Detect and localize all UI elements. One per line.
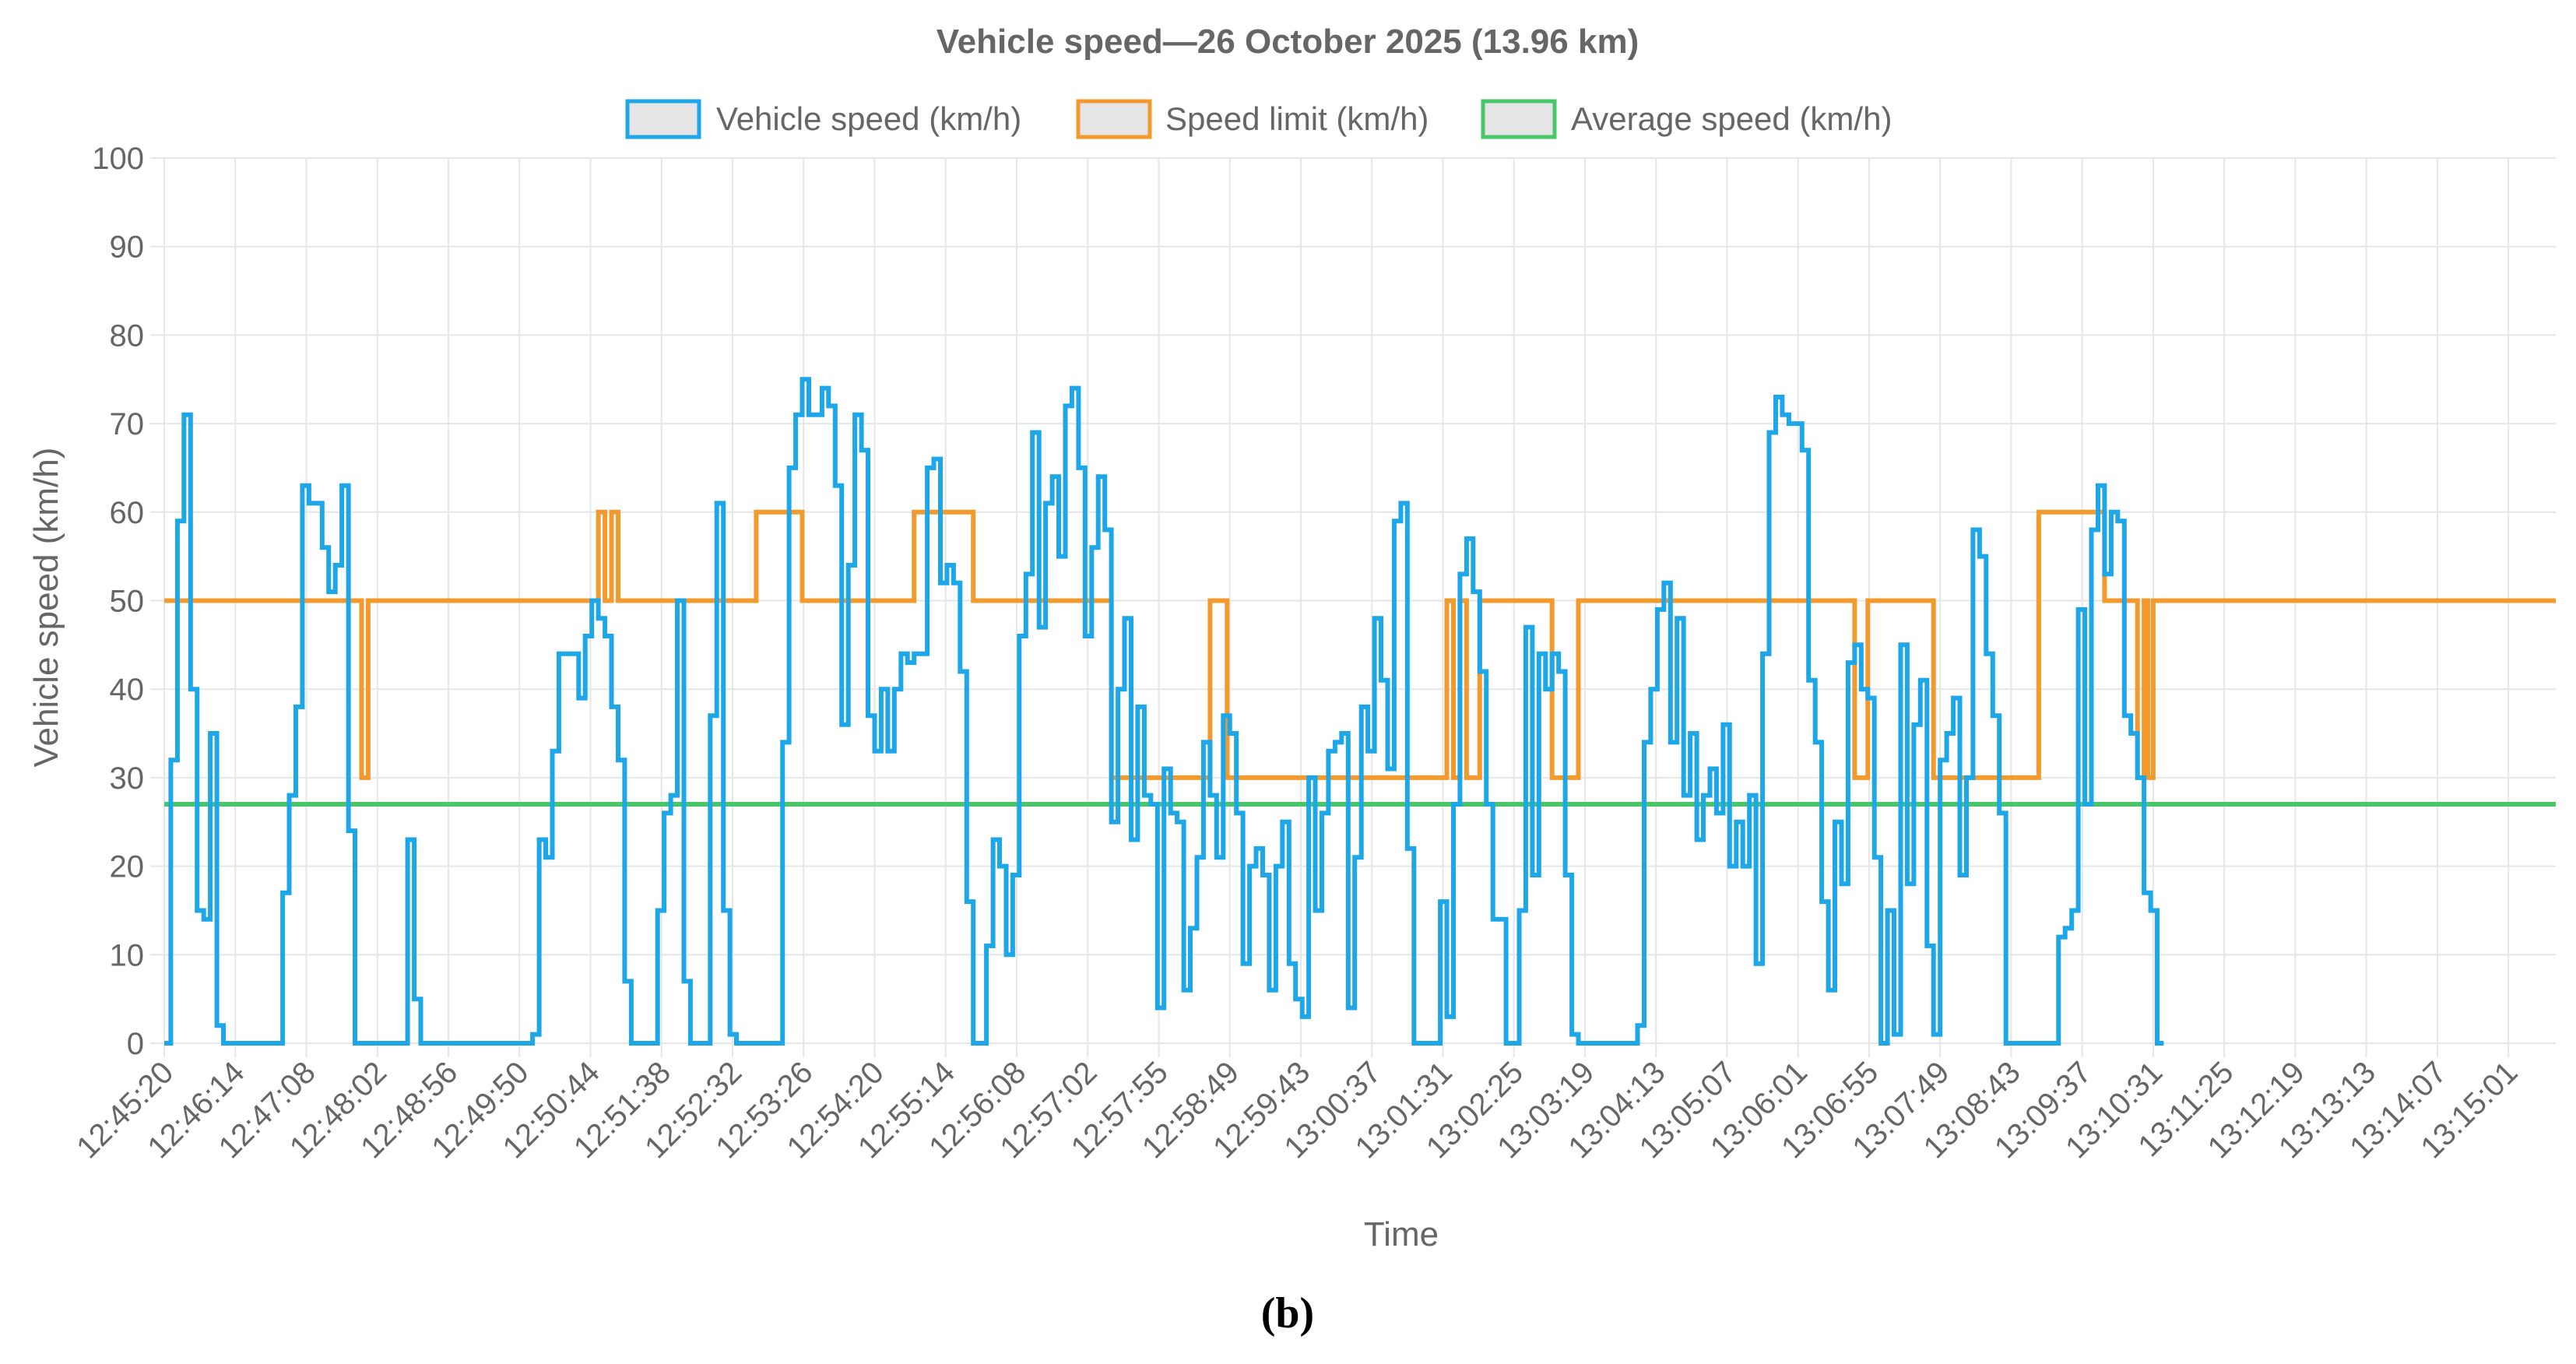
y-tick-label: 80 <box>110 318 145 353</box>
legend-item-vehicle-speed[interactable]: Vehicle speed (km/h) <box>625 99 1021 139</box>
legend-label-vehicle-speed: Vehicle speed (km/h) <box>716 100 1021 137</box>
y-tick-label: 20 <box>110 850 145 884</box>
y-tick-label: 60 <box>110 496 145 530</box>
legend-item-speed-limit[interactable]: Speed limit (km/h) <box>1076 99 1429 139</box>
x-axis-title: Time <box>1364 1215 1439 1253</box>
vehicle-speed-line <box>164 377 2164 1046</box>
y-tick-label: 100 <box>92 142 144 176</box>
y-axis-title: Vehicle speed (km/h) <box>27 448 65 768</box>
y-axis-ticks: 0 10 20 30 40 50 60 70 80 90 100 <box>92 142 144 1061</box>
y-tick-label: 0 <box>127 1027 144 1061</box>
y-tick-label: 30 <box>110 761 145 796</box>
figure-caption: (b) <box>1261 1289 1314 1338</box>
y-tick-label: 50 <box>110 585 145 619</box>
legend-item-average-speed[interactable]: Average speed (km/h) <box>1481 99 1892 139</box>
legend: Vehicle speed (km/h) Speed limit (km/h) … <box>625 99 1892 139</box>
chart-title: Vehicle speed—26 October 2025 (13.96 km) <box>937 23 1639 61</box>
y-tick-label: 70 <box>110 407 145 441</box>
legend-swatch-vehicle-speed <box>625 99 701 139</box>
y-tick-label: 90 <box>110 230 145 265</box>
y-tick-label: 40 <box>110 673 145 707</box>
legend-label-average-speed: Average speed (km/h) <box>1571 100 1892 137</box>
plot-area <box>164 377 2556 1046</box>
legend-swatch-speed-limit <box>1076 99 1152 139</box>
x-axis-ticks: 12:45:2012:46:1412:47:0812:48:0212:48:56… <box>70 1055 2524 1165</box>
legend-swatch-average-speed <box>1481 99 1557 139</box>
legend-label-speed-limit: Speed limit (km/h) <box>1165 100 1429 137</box>
y-tick-label: 10 <box>110 938 145 972</box>
